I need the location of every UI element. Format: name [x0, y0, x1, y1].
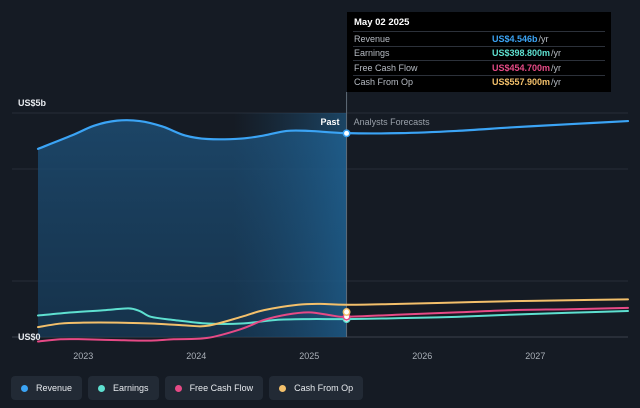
- tooltip-value: US$454.700m: [492, 62, 551, 73]
- tooltip-row: Cash From Op US$557.900m /yr: [353, 74, 605, 90]
- legend-item-cash-from-op[interactable]: Cash From Op: [269, 376, 364, 400]
- legend-dot-icon: [279, 384, 287, 392]
- series-line-cash-from-op: [37, 298, 629, 329]
- x-tick-label: 2025: [299, 351, 319, 361]
- tooltip-unit: /yr: [551, 62, 562, 73]
- y-axis-label-top: US$5b: [18, 98, 47, 108]
- legend-label: Free Cash Flow: [189, 383, 254, 393]
- tooltip-label: Free Cash Flow: [354, 62, 418, 73]
- series-line-earnings: [37, 307, 629, 326]
- tooltip-value: US$557.900m: [492, 77, 551, 88]
- legend-item-revenue[interactable]: Revenue: [11, 376, 83, 400]
- tooltip-row: Earnings US$398.800m /yr: [353, 45, 605, 61]
- tooltip-row: Free Cash Flow US$454.700m /yr: [353, 60, 605, 75]
- highlight-band: [233, 113, 347, 337]
- tooltip: May 02 2025 Revenue US$4.546b /yr Earnings…: [347, 12, 611, 92]
- legend-dot-icon: [21, 384, 28, 392]
- series-line-revenue: [36, 119, 630, 150]
- tooltip-unit: /yr: [551, 77, 562, 88]
- revenue-area: [38, 92, 348, 337]
- series-line-free-cash-flow: [37, 306, 629, 343]
- x-tick-label: 2024: [186, 351, 206, 361]
- tooltip-unit: /yr: [538, 33, 549, 44]
- tooltip-label: Earnings: [354, 48, 390, 59]
- forecast-label: Analysts Forecasts: [354, 117, 431, 127]
- series-lines: [36, 119, 630, 343]
- tooltip-row: Revenue US$4.546b /yr: [353, 31, 605, 46]
- legend-dot-icon: [174, 384, 182, 392]
- legend-label: Earnings: [113, 383, 149, 393]
- x-tick-label: 2026: [412, 351, 432, 361]
- marker-cash-from-op: [342, 308, 351, 316]
- legend-label: Cash From Op: [294, 383, 354, 393]
- tooltip-value: US$4.546b: [492, 33, 538, 44]
- legend-label: Revenue: [36, 383, 73, 393]
- tooltip-label: Cash From Op: [354, 77, 414, 88]
- marker-revenue: [342, 129, 351, 138]
- x-tick-label: 2027: [525, 351, 545, 361]
- legend: Revenue Earnings Free Cash Flow Cash From O…: [11, 376, 364, 400]
- legend-dot-icon: [98, 384, 106, 392]
- tooltip-value: US$398.800m: [492, 48, 551, 59]
- x-tick-label: 2023: [73, 351, 93, 361]
- tooltip-label: Revenue: [354, 33, 391, 44]
- forecast-markers: [342, 129, 351, 324]
- y-axis-label-bottom: US$0: [18, 332, 41, 342]
- axis-labels: US$5b US$0 2023 2024 2025 2026 2027 Past Analyst…: [18, 98, 545, 361]
- tooltip-date: May 02 2025: [354, 17, 410, 28]
- tooltip-unit: /yr: [551, 48, 562, 59]
- past-label: Past: [321, 117, 340, 127]
- legend-item-earnings[interactable]: Earnings: [88, 376, 159, 400]
- legend-item-free-cash-flow[interactable]: Free Cash Flow: [164, 376, 264, 400]
